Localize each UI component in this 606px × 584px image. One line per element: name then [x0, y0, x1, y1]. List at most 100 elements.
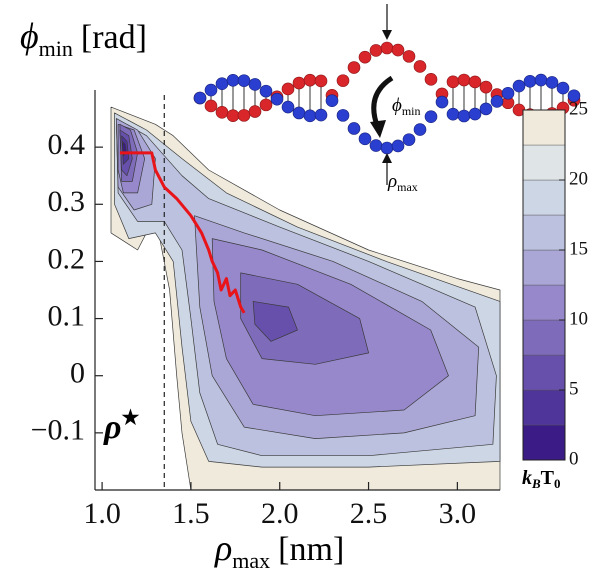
dna-bead: [479, 102, 493, 116]
transition-path: [119, 151, 246, 314]
x-tick-label: 2.5: [350, 497, 388, 530]
y-tick-label: 0: [70, 357, 85, 390]
y-tick-label: 0.4: [48, 128, 86, 161]
cb-label-sub2: 0: [554, 476, 561, 491]
dna-bead: [435, 95, 449, 109]
dna-bead: [336, 109, 350, 122]
dna-bead: [281, 82, 295, 96]
colorbar-label: kBT0: [522, 467, 561, 491]
dna-bead: [446, 107, 460, 121]
dna-bead: [468, 75, 482, 89]
inset-radius-subscript: max: [397, 180, 418, 194]
y-label-subscript: min: [39, 36, 73, 61]
dna-bead: [292, 76, 306, 90]
inset-angle-symbol: ϕ: [392, 95, 402, 116]
dna-bead: [303, 109, 317, 123]
dna-bead: [358, 50, 372, 64]
dna-bead: [237, 109, 251, 122]
dna-bead: [369, 139, 383, 152]
dna-bead: [380, 141, 394, 155]
dna-bead: [424, 73, 438, 86]
dna-bead: [545, 76, 559, 89]
dna-bead: [479, 80, 493, 94]
x-tick-label: 1.5: [172, 497, 210, 530]
colorbar-band: [522, 249, 566, 286]
inset-arrowhead: [382, 30, 392, 40]
cb-label-base1: k: [522, 467, 532, 489]
dna-bead: [292, 106, 306, 120]
x-axis-label: ρmax [nm]: [214, 528, 344, 573]
dna-bead: [259, 84, 273, 98]
dna-bead: [369, 44, 383, 57]
dna-bead: [204, 83, 218, 97]
y-axis-label: ϕmin [rad]: [20, 16, 147, 61]
y-tick-label: 0.1: [48, 299, 86, 332]
inset-rotation-head: [370, 120, 386, 138]
dna-bead: [215, 105, 229, 119]
dna-bead: [248, 105, 262, 118]
colorbar-band: [522, 109, 566, 146]
dna-bead: [534, 73, 548, 87]
dna-bead: [523, 75, 537, 88]
dna-bead: [347, 61, 361, 74]
y-label-symbol: ϕ: [20, 16, 39, 56]
dna-bead: [457, 109, 471, 123]
dna-bead: [237, 74, 251, 87]
dna-bead: [380, 41, 394, 55]
dna-bead: [446, 75, 460, 89]
dna-bead: [413, 60, 427, 73]
threshold-star: ★: [122, 407, 140, 429]
y-tick-label: 0.2: [48, 242, 86, 275]
colorbar-band: [522, 214, 566, 251]
x-label-unit: [nm]: [278, 531, 344, 568]
x-label-subscript: max: [232, 548, 270, 573]
dna-bead: [248, 78, 262, 91]
inset-radius-label: ρmax: [387, 171, 418, 194]
colorbar-tick-label: 5: [569, 378, 579, 399]
contour-region: [240, 272, 369, 365]
colorbar-band: [522, 144, 566, 181]
inset-angle-label: ϕmin: [392, 95, 421, 118]
dna-bead: [347, 122, 361, 135]
dna-bead: [402, 50, 416, 63]
dna-bead: [226, 74, 240, 87]
dna-bead: [391, 43, 405, 57]
colorbar-tick-label: 15: [569, 238, 588, 259]
dna-bead: [226, 109, 240, 122]
cb-label-base2: T: [541, 467, 555, 489]
dna-bead: [490, 95, 504, 108]
dna-bead: [314, 108, 328, 122]
y-tick-label: −0.1: [31, 414, 85, 447]
colorbar-band: [522, 354, 566, 391]
dna-bead: [501, 86, 515, 100]
dna-bead: [303, 73, 317, 87]
dna-bead: [259, 98, 273, 112]
dna-inset: [193, 4, 581, 185]
inset-arrowhead: [382, 153, 392, 163]
x-tick-label: 3.0: [439, 497, 477, 530]
dna-bead: [402, 133, 416, 146]
colorbar-band: [522, 389, 566, 426]
dna-bead: [215, 77, 229, 91]
dna-bead: [567, 89, 581, 103]
colorbar-band: [522, 319, 566, 356]
dna-bead: [457, 73, 471, 87]
colorbar-band: [522, 284, 566, 321]
threshold-symbol: ρ: [103, 409, 122, 446]
dna-bead: [281, 100, 295, 114]
dna-bead: [424, 110, 438, 123]
colorbar-frame: [522, 109, 566, 461]
colorbar-band: [522, 424, 566, 461]
inset-angle-subscript: min: [402, 104, 421, 118]
dna-bead: [193, 91, 207, 105]
colorbar-tick-label: 25: [569, 98, 588, 119]
dna-bead: [468, 107, 482, 121]
dna-bead: [336, 74, 350, 87]
x-tick-label: 2.0: [261, 497, 299, 530]
colorbar-tick-label: 10: [569, 308, 588, 329]
colorbar-band: [522, 179, 566, 216]
dna-bead: [413, 123, 427, 136]
cb-label-sub1: B: [531, 476, 541, 491]
inset-radius-symbol: ρ: [387, 171, 397, 192]
